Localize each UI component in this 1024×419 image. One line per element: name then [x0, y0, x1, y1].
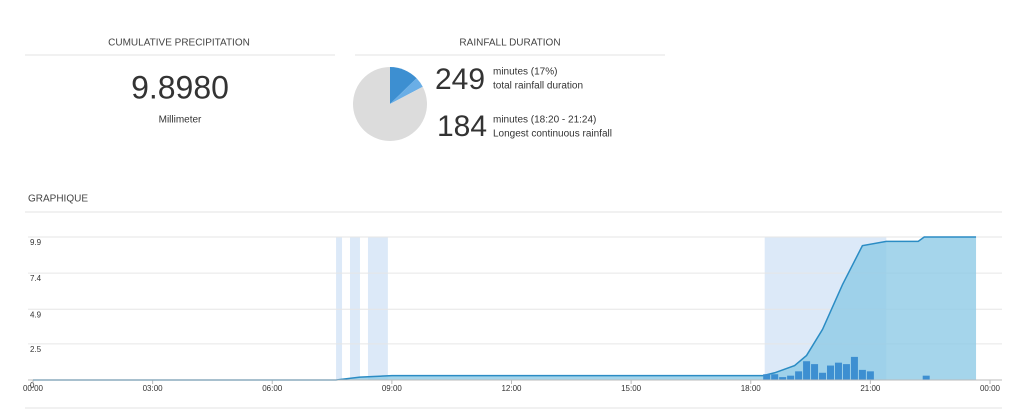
bar — [811, 364, 819, 380]
rain-period — [367, 237, 388, 380]
rain-period — [350, 237, 360, 380]
stat-label: Longest continuous rainfall — [493, 129, 612, 140]
bar — [763, 374, 771, 380]
panel-title: RAINFALL DURATION — [459, 38, 560, 49]
x-tick-label: 09:00 — [382, 384, 403, 393]
area-fill — [33, 237, 977, 380]
bar — [850, 356, 858, 380]
precipitation-value: 9.8980 — [131, 69, 229, 105]
section-title: GRAPHIQUE — [28, 194, 88, 205]
stat-value: 249 — [435, 63, 485, 96]
bar — [858, 369, 866, 380]
x-tick-label: 12:00 — [501, 384, 522, 393]
area-line — [33, 236, 977, 381]
bar — [795, 371, 803, 380]
bar — [787, 375, 795, 380]
bar — [842, 364, 850, 380]
bar — [803, 361, 811, 380]
bar — [771, 374, 779, 380]
x-tick-label: 21:00 — [860, 384, 881, 393]
stat-detail: minutes (18:20 - 21:24) — [493, 115, 596, 126]
pie-slice — [353, 67, 427, 141]
precipitation-unit: Millimeter — [159, 115, 202, 126]
rain-period — [336, 237, 343, 380]
pie-slice — [390, 67, 417, 104]
y-tick-label: 0 — [30, 381, 35, 390]
bar — [819, 372, 827, 380]
x-tick-label: 00:00 — [23, 384, 44, 393]
x-tick-label: 18:00 — [741, 384, 762, 393]
bar — [779, 377, 787, 380]
x-tick-label: 03:00 — [143, 384, 164, 393]
bar — [922, 375, 930, 380]
stat-value: 184 — [437, 110, 487, 143]
x-tick-label: 15:00 — [621, 384, 642, 393]
stat-detail: minutes (17%) — [493, 67, 557, 78]
y-tick-label: 9.9 — [30, 238, 42, 247]
bar — [866, 371, 874, 380]
y-tick-label: 2.5 — [30, 345, 42, 354]
y-tick-label: 4.9 — [30, 310, 42, 319]
stat-label: total rainfall duration — [493, 81, 583, 92]
panel-title: CUMULATIVE PRECIPITATION — [108, 38, 250, 49]
x-tick-label: 00:00 — [980, 384, 1001, 393]
pie-slice — [390, 78, 423, 104]
bar — [834, 362, 842, 380]
bar — [827, 365, 834, 380]
y-tick-label: 7.4 — [30, 274, 42, 283]
x-tick-label: 06:00 — [262, 384, 283, 393]
